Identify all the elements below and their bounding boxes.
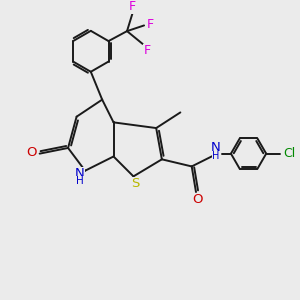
Text: O: O (192, 193, 203, 206)
Text: F: F (129, 0, 136, 13)
Text: S: S (131, 177, 139, 190)
Text: N: N (211, 142, 221, 154)
Text: H: H (76, 176, 84, 187)
Text: F: F (143, 44, 151, 57)
Text: F: F (147, 18, 154, 32)
Text: O: O (26, 146, 36, 159)
Text: H: H (212, 152, 220, 161)
Text: N: N (75, 167, 85, 180)
Text: Cl: Cl (283, 147, 295, 160)
